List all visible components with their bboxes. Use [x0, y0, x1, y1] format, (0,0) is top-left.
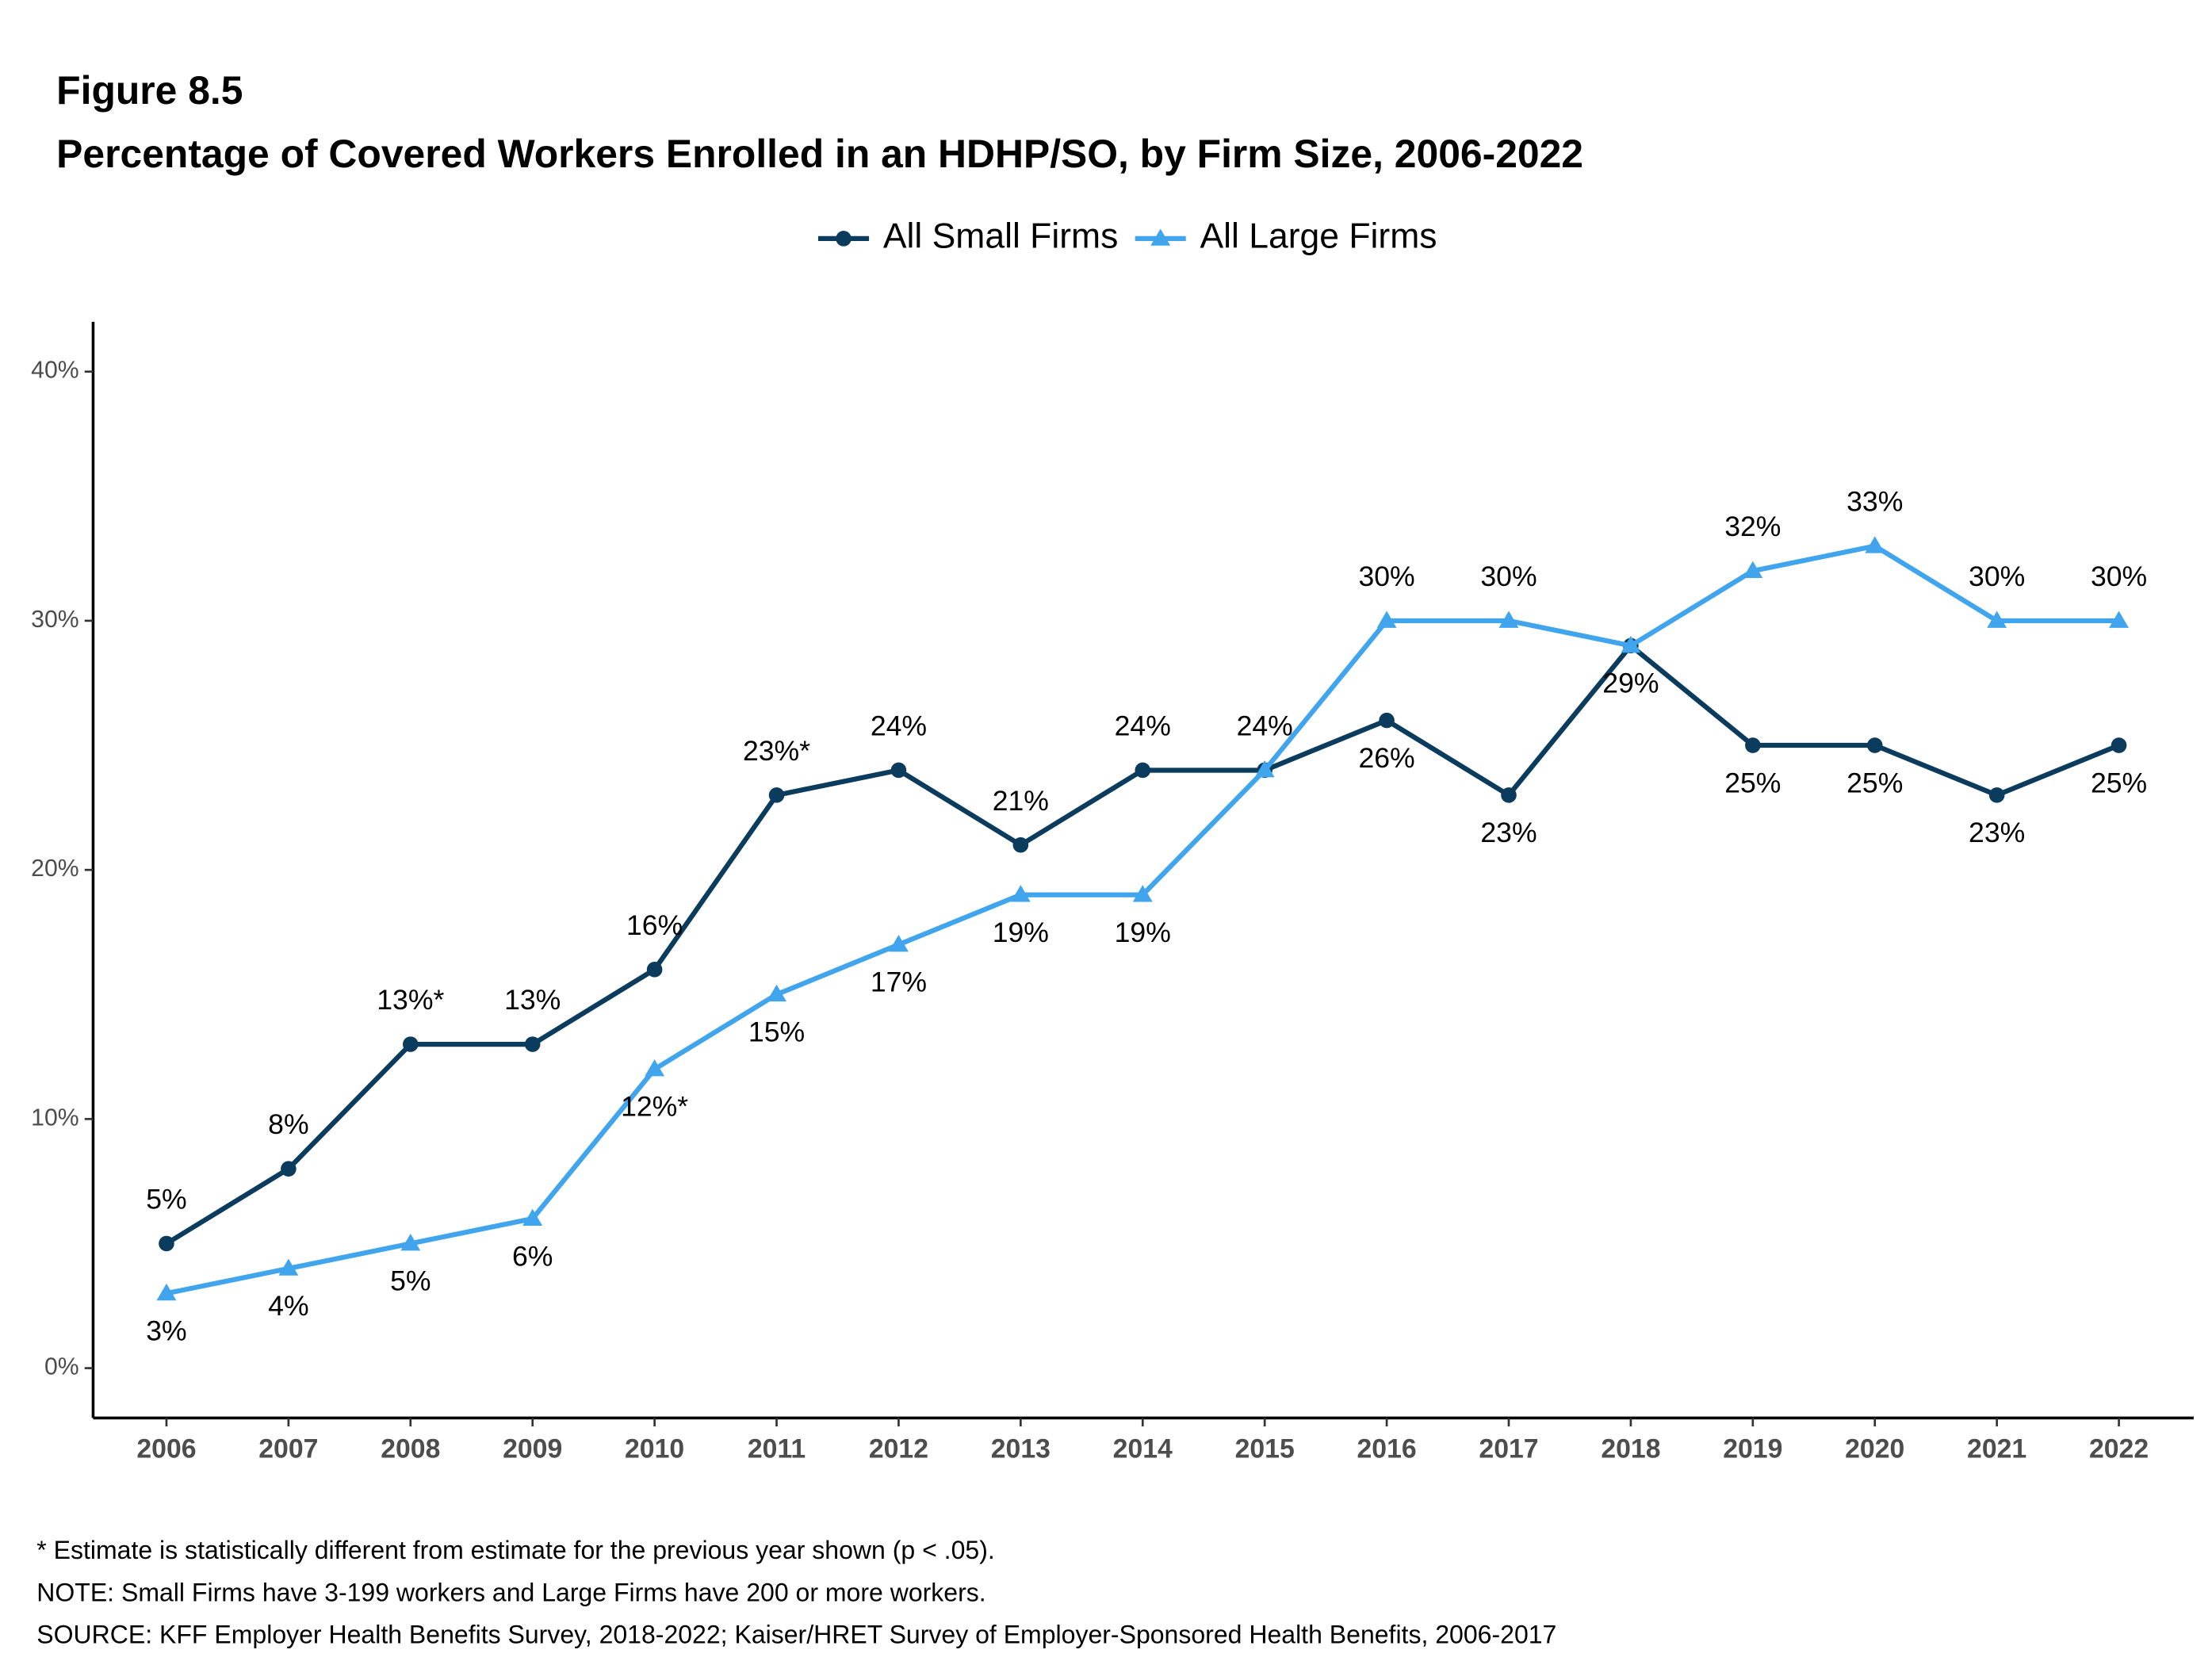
point-marker — [524, 1036, 541, 1052]
point-marker — [156, 1283, 177, 1301]
data-label: 24% — [1237, 710, 1293, 741]
point-marker — [888, 934, 909, 952]
data-label: 23%* — [743, 735, 810, 767]
point-marker — [1621, 635, 1641, 653]
point-marker — [1010, 885, 1031, 902]
point-marker — [281, 1161, 297, 1177]
point-marker — [1501, 787, 1517, 803]
point-marker — [159, 1235, 174, 1252]
point-marker — [403, 1036, 419, 1052]
x-tick-label: 2021 — [1967, 1433, 2026, 1464]
data-label: 24% — [871, 710, 927, 741]
legend-label: All Small Firms — [883, 217, 1118, 256]
point-marker — [1866, 737, 1883, 753]
point-marker — [1988, 787, 2005, 803]
data-label: 5% — [390, 1265, 431, 1297]
data-label: 30% — [1358, 561, 1414, 592]
point-marker — [645, 1059, 665, 1077]
data-label: 3% — [146, 1315, 186, 1347]
point-marker — [1254, 760, 1275, 778]
point-marker — [2111, 737, 2127, 753]
point-marker — [1012, 836, 1029, 853]
x-tick-label: 2019 — [1723, 1433, 1782, 1464]
data-label: 12%* — [621, 1091, 688, 1123]
x-tick-label: 2009 — [503, 1433, 562, 1464]
x-tick-label: 2008 — [381, 1433, 440, 1464]
data-label: 23% — [1969, 817, 2025, 848]
x-tick-label: 2006 — [136, 1433, 196, 1464]
data-label: 4% — [268, 1290, 308, 1322]
point-marker — [767, 984, 786, 1002]
data-label: 26% — [1358, 742, 1414, 774]
footnote: * Estimate is statistically different fr… — [36, 1536, 995, 1564]
point-marker — [1987, 610, 2007, 628]
data-label: 21% — [993, 785, 1049, 817]
data-label: 25% — [1847, 767, 1903, 798]
y-tick-label: 30% — [31, 607, 79, 633]
data-label: 13%* — [377, 984, 444, 1016]
data-label: 13% — [504, 984, 561, 1016]
point-marker — [278, 1258, 299, 1276]
footnote: SOURCE: KFF Employer Health Benefits Sur… — [36, 1621, 1556, 1649]
point-marker — [890, 762, 907, 779]
x-tick-label: 2011 — [748, 1433, 806, 1464]
data-label: 30% — [1480, 561, 1537, 592]
figure-label: Figure 8.5 — [56, 68, 243, 113]
data-label: 32% — [1724, 511, 1781, 542]
data-label: 19% — [1115, 917, 1171, 948]
data-label: 30% — [1969, 561, 2025, 592]
legend-marker — [836, 231, 852, 247]
y-tick-label: 40% — [31, 358, 79, 384]
data-label: 30% — [2091, 561, 2147, 592]
data-label: 19% — [993, 917, 1049, 948]
data-label: 24% — [1115, 710, 1171, 741]
data-label: 25% — [2091, 767, 2147, 798]
footnote: NOTE: Small Firms have 3-199 workers and… — [36, 1578, 985, 1606]
legend-label: All Large Firms — [1200, 217, 1437, 256]
data-label: 5% — [146, 1184, 186, 1215]
x-tick-label: 2014 — [1113, 1433, 1173, 1464]
point-marker — [1743, 561, 1763, 578]
y-tick-label: 10% — [31, 1104, 79, 1131]
data-label: 6% — [512, 1240, 553, 1272]
data-label: 25% — [1724, 767, 1781, 798]
data-label: 17% — [871, 966, 927, 998]
point-marker — [1498, 610, 1519, 628]
point-marker — [768, 787, 785, 803]
point-marker — [1379, 712, 1395, 729]
x-tick-label: 2017 — [1479, 1433, 1538, 1464]
legend-marker — [1150, 228, 1171, 246]
x-tick-label: 2020 — [1845, 1433, 1904, 1464]
x-tick-label: 2010 — [625, 1433, 684, 1464]
data-label: 15% — [748, 1016, 805, 1047]
x-tick-label: 2022 — [2089, 1433, 2149, 1464]
x-tick-label: 2018 — [1601, 1433, 1660, 1464]
point-marker — [1376, 610, 1397, 628]
point-marker — [1135, 762, 1151, 779]
x-tick-label: 2016 — [1357, 1433, 1416, 1464]
data-label: 23% — [1480, 817, 1537, 848]
y-tick-label: 20% — [31, 855, 79, 882]
data-label: 29% — [1602, 668, 1659, 699]
point-marker — [522, 1208, 543, 1226]
data-label: 8% — [268, 1108, 308, 1140]
x-tick-label: 2012 — [869, 1433, 928, 1464]
point-marker — [1865, 536, 1885, 553]
point-marker — [400, 1234, 421, 1251]
x-tick-label: 2007 — [258, 1433, 318, 1464]
chart-title: Percentage of Covered Workers Enrolled i… — [56, 132, 1583, 176]
point-marker — [1132, 885, 1153, 902]
data-label: 33% — [1847, 486, 1903, 518]
x-tick-label: 2013 — [991, 1433, 1051, 1464]
data-label: 16% — [626, 909, 683, 941]
point-marker — [2109, 610, 2130, 628]
point-marker — [646, 962, 663, 978]
x-tick-label: 2015 — [1235, 1433, 1295, 1464]
y-tick-label: 0% — [44, 1354, 79, 1380]
point-marker — [1745, 737, 1761, 753]
